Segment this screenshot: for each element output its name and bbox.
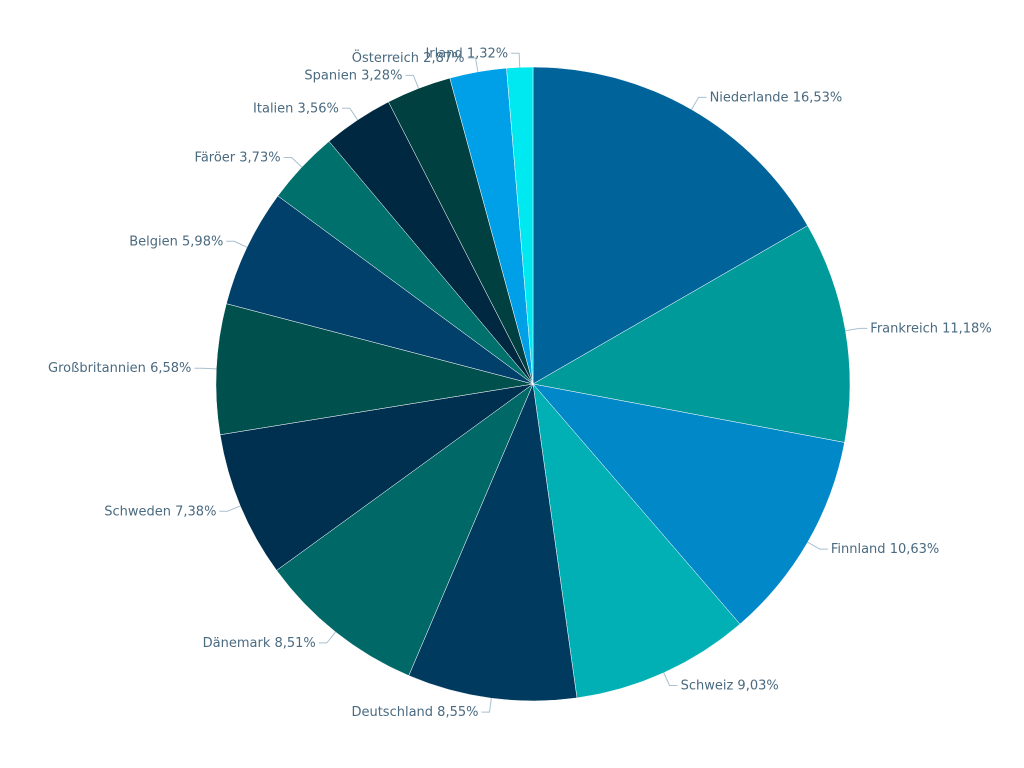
slice-label: Niederlande 16,53% (710, 90, 843, 105)
slice-label: Österreich 2,87% (352, 49, 465, 66)
slice-label: Frankreich 11,18% (870, 321, 991, 336)
leader-line (481, 698, 492, 713)
pie-slice (276, 383, 534, 676)
pie-slice (226, 195, 534, 385)
pie-slice (532, 225, 851, 443)
category-name: Schweden (104, 504, 171, 519)
category-name: Deutschland (351, 705, 433, 720)
slice-label: Irland 1,32% (425, 46, 508, 61)
value-label: 8,51% (274, 635, 315, 650)
category-name: Niederlande (710, 90, 789, 105)
value-label: 16,53% (793, 90, 843, 105)
pie-slice (532, 383, 741, 699)
leader-line (845, 327, 868, 332)
category-name: Spanien (304, 68, 357, 83)
value-label: 3,28% (361, 68, 402, 83)
slice-label: Dänemark 8,51% (203, 635, 316, 650)
category-name: Frankreich (870, 321, 938, 336)
leader-line (318, 631, 336, 644)
slice-label: Belgien 5,98% (129, 234, 223, 249)
value-label: 6,58% (150, 361, 191, 376)
leader-line (807, 541, 828, 550)
leader-line (283, 157, 303, 168)
pie-slice (532, 66, 808, 385)
slice-label: Färöer 3,73% (195, 150, 281, 165)
slice-label: Spanien 3,28% (304, 68, 402, 83)
leader-line (467, 57, 479, 72)
leader-line (226, 240, 248, 248)
value-label: 1,32% (467, 46, 508, 61)
slice-label: Schweden 7,38% (104, 504, 216, 519)
category-name: Großbritannien (48, 361, 146, 376)
value-label: 3,56% (298, 101, 339, 116)
slice-label: Italien 3,56% (253, 101, 339, 116)
leader-line (341, 107, 359, 121)
slice-label: Finnland 10,63% (831, 542, 939, 557)
slice-label: Schweiz 9,03% (681, 678, 779, 693)
value-label: 5,98% (182, 234, 223, 249)
value-label: 10,63% (890, 542, 940, 557)
slice-label: Deutschland 8,55% (351, 705, 478, 720)
value-label: 9,03% (737, 678, 778, 693)
leader-line (511, 52, 521, 68)
category-name: Belgien (129, 234, 178, 249)
leader-line (219, 505, 241, 512)
value-label: 2,87% (423, 51, 464, 66)
leader-line (691, 96, 707, 110)
category-name: Irland (425, 46, 462, 61)
category-name: Österreich (352, 49, 419, 66)
leader-line (663, 672, 678, 687)
leader-line (194, 367, 217, 370)
leader-line (405, 74, 419, 89)
category-name: Finnland (831, 542, 886, 557)
value-label: 7,38% (175, 504, 216, 519)
value-label: 3,73% (239, 150, 280, 165)
category-name: Schweiz (681, 678, 734, 693)
category-name: Dänemark (203, 635, 271, 650)
category-name: Färöer (195, 150, 236, 165)
pie-slice (219, 383, 534, 571)
value-label: 11,18% (942, 321, 992, 336)
category-name: Italien (253, 101, 293, 116)
value-label: 8,55% (437, 705, 478, 720)
pie-slice (532, 383, 845, 625)
pie-slice (408, 383, 578, 702)
pie-slice (215, 303, 534, 436)
slice-label: Großbritannien 6,58% (48, 361, 191, 376)
